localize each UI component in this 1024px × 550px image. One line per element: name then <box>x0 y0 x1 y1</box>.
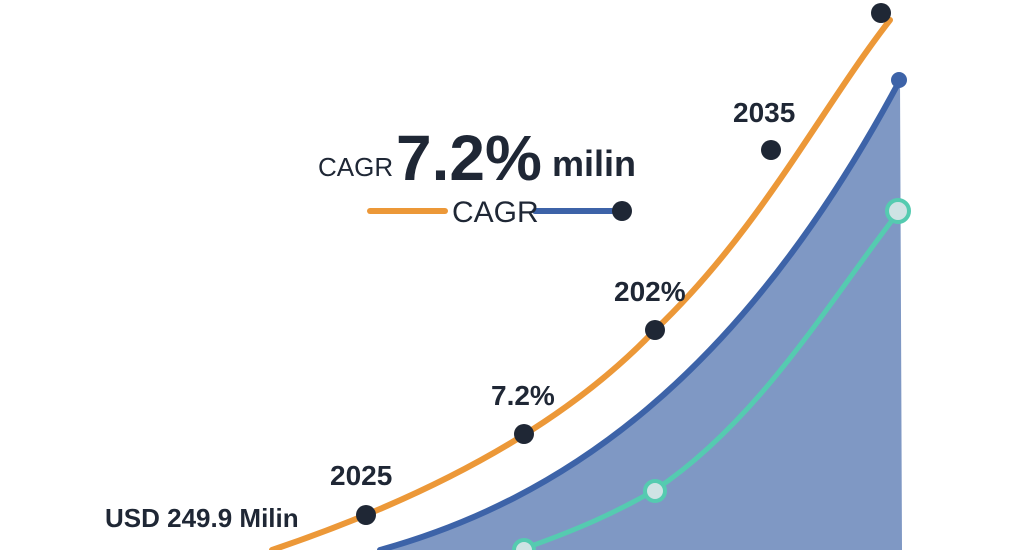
blue-area-fill <box>380 80 902 550</box>
marker-7-2 <box>514 424 534 444</box>
marker-202 <box>645 320 665 340</box>
blue-curve <box>377 77 903 550</box>
label-end-year: 2035 <box>733 97 795 128</box>
label-start-year: 2025 <box>330 460 392 491</box>
headline-suffix: milin <box>552 143 636 184</box>
blue-end-marker <box>891 72 907 88</box>
teal-marker-1 <box>643 479 667 503</box>
legend-label: CAGR <box>452 196 539 229</box>
teal-curve <box>511 207 903 550</box>
teal-marker-3 <box>512 538 536 550</box>
teal-marker-2 <box>885 198 911 224</box>
label-pct-low: 7.2% <box>491 380 555 411</box>
legend-marker <box>612 201 632 221</box>
headline-value: 7.2% <box>396 122 542 194</box>
marker-top <box>871 3 891 23</box>
marker-2035 <box>761 140 781 160</box>
marker-2025 <box>356 505 376 525</box>
label-start-value: USD 249.9 Milin <box>105 503 299 533</box>
headline-prefix: CAGR <box>318 152 393 182</box>
label-pct-high: 202% <box>614 276 686 307</box>
